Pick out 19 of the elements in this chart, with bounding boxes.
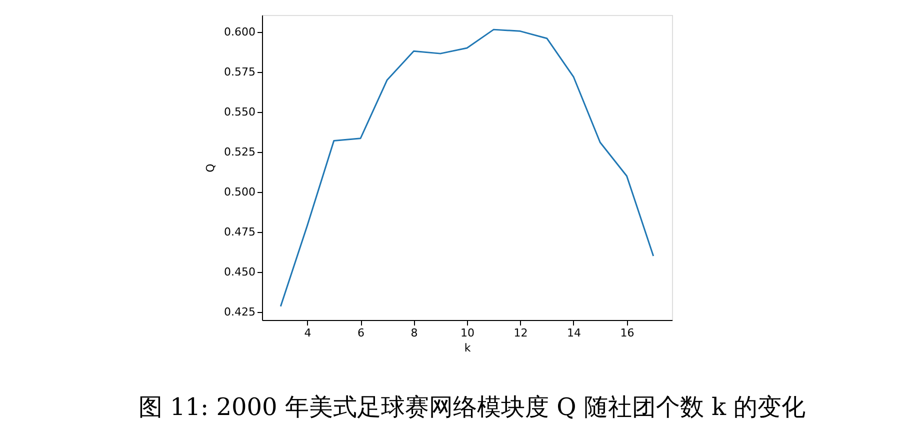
x-tick-label: 10	[460, 326, 474, 340]
x-tick-label: 12	[514, 326, 528, 340]
y-axis-title: Q	[204, 163, 218, 172]
caption: 图 11: 2000 年美式足球赛网络模块度 Q 随社团个数 k 的变化	[138, 393, 806, 421]
y-tick-label: 0.450	[224, 265, 256, 278]
y-tick-label: 0.500	[224, 185, 256, 198]
y-tick-label: 0.425	[224, 306, 256, 318]
x-tick-label: 14	[566, 326, 581, 340]
y-tick-label: 0.475	[224, 225, 256, 238]
y-tick-label: 0.575	[224, 65, 256, 78]
y-tick-label: 0.550	[224, 105, 256, 118]
y-tick-label: 0.600	[224, 25, 256, 38]
x-tick-label: 16	[620, 326, 634, 340]
x-tick-label: 4	[304, 326, 312, 340]
x-axis-title: k	[464, 342, 472, 354]
line-series	[280, 28, 654, 308]
x-tick-label: 6	[358, 326, 365, 340]
x-tick-label: 8	[410, 326, 418, 340]
y-tick-label: 0.525	[224, 145, 256, 158]
